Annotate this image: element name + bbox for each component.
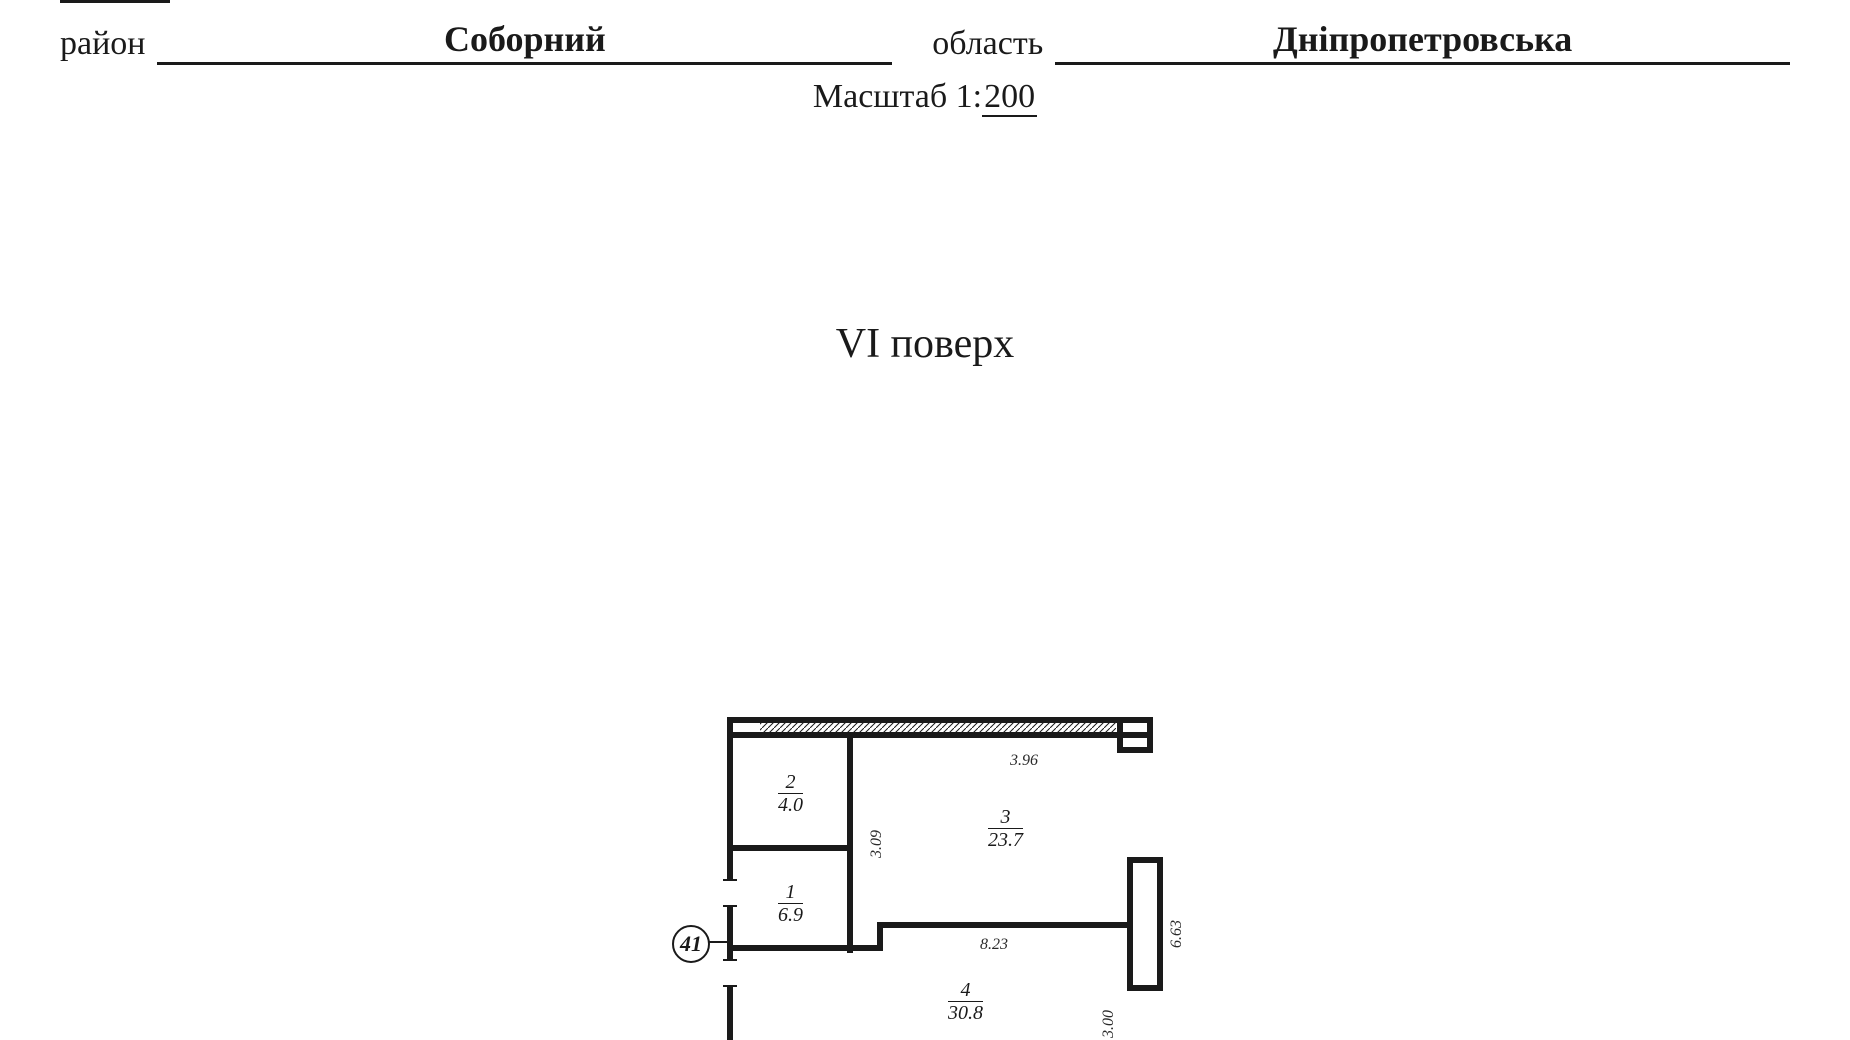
page: район Соборний область Дніпропетровська … xyxy=(0,0,1850,1040)
region-value: Дніпропетровська xyxy=(1055,18,1790,65)
scale-value: 200 xyxy=(982,78,1037,117)
dimension-1: 8.23 xyxy=(980,936,1008,954)
floor-title: VI поверх xyxy=(0,320,1850,368)
scale-label: Масштаб 1: xyxy=(813,78,982,115)
room-label-1: 16.9 xyxy=(778,882,803,926)
header-row: район Соборний область Дніпропетровська xyxy=(60,18,1790,65)
district-label: район xyxy=(60,25,145,65)
dimension-0: 3.96 xyxy=(1010,752,1038,770)
room-label-3: 323.7 xyxy=(988,807,1023,851)
district-value: Соборний xyxy=(157,18,892,65)
apartment-number-circle: 41 xyxy=(672,925,710,963)
room-label-4: 430.8 xyxy=(948,980,983,1024)
room-label-2: 24.0 xyxy=(778,772,803,816)
region-label: область xyxy=(932,25,1043,65)
dimension-4: 3.00 xyxy=(1100,1010,1118,1038)
dimension-2: 3.09 xyxy=(868,830,886,858)
dimension-3: 6.63 xyxy=(1168,920,1186,948)
scale-row: Масштаб 1:200 xyxy=(0,78,1850,116)
cutoff-line xyxy=(60,0,170,3)
floor-plan: 41 16.924.0323.7430.83.968.233.096.633.0… xyxy=(720,680,1240,1040)
